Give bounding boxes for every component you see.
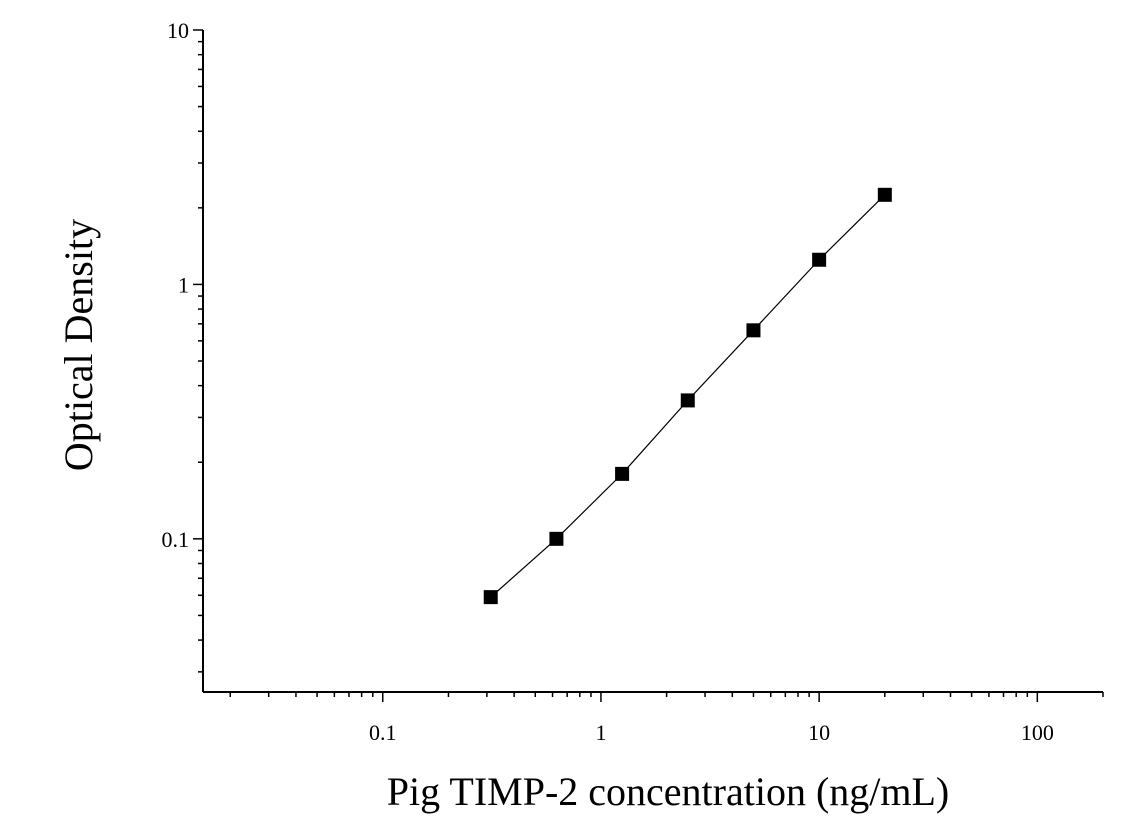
data-point <box>746 323 761 338</box>
series <box>483 187 892 605</box>
x-tick-label: 0.1 <box>369 720 397 745</box>
x-tick-label: 100 <box>1021 720 1054 745</box>
tick-labels: 0.1 1 10 100 0.1 1 10 <box>162 18 1054 745</box>
y-tick-label: 10 <box>167 18 189 43</box>
x-tick-label: 10 <box>808 720 830 745</box>
data-point <box>615 466 630 481</box>
data-point <box>812 252 827 267</box>
data-point <box>680 393 695 408</box>
y-axis-title: Optical Density <box>56 219 101 471</box>
data-point <box>483 590 498 605</box>
axes <box>202 30 1103 693</box>
data-point <box>877 187 892 202</box>
x-tick-label: 1 <box>595 720 606 745</box>
y-tick-label: 0.1 <box>162 527 190 552</box>
ticks <box>193 29 1104 702</box>
x-axis-title: Pig TIMP-2 concentration (ng/mL) <box>387 769 950 814</box>
data-point <box>549 531 564 546</box>
y-tick-label: 1 <box>178 272 189 297</box>
